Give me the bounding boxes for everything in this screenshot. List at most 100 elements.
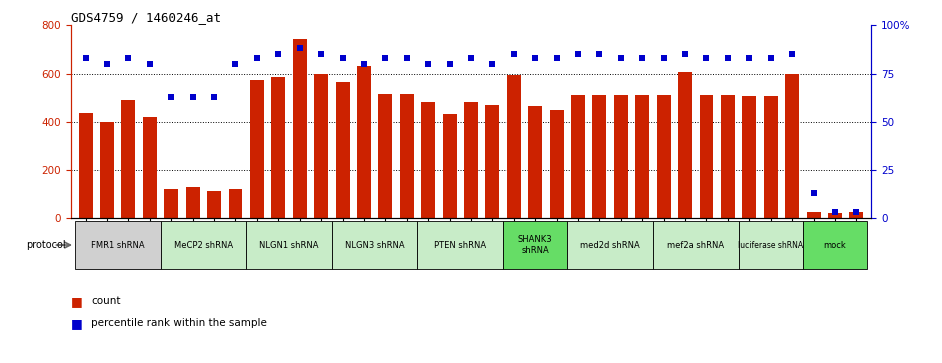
Text: MeCP2 shRNA: MeCP2 shRNA bbox=[174, 241, 233, 249]
Text: med2d shRNA: med2d shRNA bbox=[580, 241, 640, 249]
Point bbox=[571, 51, 586, 57]
Point bbox=[699, 55, 714, 61]
Point bbox=[206, 94, 221, 99]
Bar bbox=[186, 187, 200, 218]
Text: GDS4759 / 1460246_at: GDS4759 / 1460246_at bbox=[71, 11, 220, 24]
Bar bbox=[100, 122, 114, 218]
Point bbox=[763, 55, 778, 61]
Bar bbox=[122, 100, 136, 218]
Point bbox=[592, 51, 607, 57]
Text: protocol: protocol bbox=[26, 240, 66, 250]
Text: count: count bbox=[91, 296, 121, 306]
Point bbox=[164, 94, 179, 99]
Bar bbox=[828, 213, 842, 218]
Point bbox=[270, 51, 285, 57]
Point bbox=[78, 55, 93, 61]
Point bbox=[741, 55, 756, 61]
Bar bbox=[160, 221, 246, 269]
Bar bbox=[357, 66, 371, 218]
Point bbox=[442, 61, 457, 67]
Bar bbox=[417, 221, 503, 269]
Point bbox=[356, 61, 371, 67]
Point bbox=[186, 94, 201, 99]
Bar bbox=[229, 189, 242, 218]
Bar bbox=[803, 221, 867, 269]
Bar bbox=[485, 105, 499, 218]
Point bbox=[228, 61, 243, 67]
Bar bbox=[315, 73, 328, 218]
Point bbox=[121, 55, 136, 61]
Point bbox=[827, 209, 842, 215]
Point bbox=[657, 55, 672, 61]
Bar bbox=[293, 38, 307, 218]
Bar bbox=[721, 95, 735, 218]
Point bbox=[721, 55, 736, 61]
Text: FMR1 shRNA: FMR1 shRNA bbox=[91, 241, 144, 249]
Bar bbox=[678, 72, 692, 218]
Bar bbox=[653, 221, 739, 269]
Text: NLGN3 shRNA: NLGN3 shRNA bbox=[345, 241, 404, 249]
Point bbox=[378, 55, 393, 61]
Point bbox=[613, 55, 628, 61]
Point bbox=[506, 51, 521, 57]
Bar bbox=[379, 94, 392, 218]
Text: NLGN1 shRNA: NLGN1 shRNA bbox=[259, 241, 318, 249]
Bar bbox=[507, 75, 521, 218]
Bar bbox=[207, 191, 221, 218]
Bar bbox=[79, 113, 92, 218]
Bar bbox=[571, 95, 585, 218]
Point bbox=[142, 61, 157, 67]
Point bbox=[635, 55, 650, 61]
Bar bbox=[614, 95, 627, 218]
Point bbox=[399, 55, 414, 61]
Bar bbox=[593, 95, 607, 218]
Point bbox=[785, 51, 800, 57]
Text: PTEN shRNA: PTEN shRNA bbox=[434, 241, 486, 249]
Bar bbox=[399, 94, 414, 218]
Point bbox=[250, 55, 265, 61]
Point bbox=[314, 51, 329, 57]
Bar bbox=[75, 221, 160, 269]
Bar bbox=[443, 114, 457, 218]
Bar bbox=[700, 95, 713, 218]
Point bbox=[463, 55, 479, 61]
Bar bbox=[764, 96, 778, 218]
Text: SHANK3
shRNA: SHANK3 shRNA bbox=[518, 235, 553, 255]
Bar bbox=[335, 82, 349, 218]
Bar bbox=[635, 95, 649, 218]
Bar bbox=[421, 102, 435, 218]
Text: mock: mock bbox=[823, 241, 846, 249]
Bar bbox=[567, 221, 653, 269]
Bar bbox=[739, 221, 803, 269]
Point bbox=[849, 209, 864, 215]
Point bbox=[335, 55, 350, 61]
Text: ■: ■ bbox=[71, 295, 82, 308]
Bar bbox=[164, 189, 178, 218]
Bar bbox=[332, 221, 417, 269]
Bar bbox=[550, 110, 563, 218]
Bar bbox=[850, 212, 863, 218]
Text: luciferase shRNA: luciferase shRNA bbox=[739, 241, 804, 249]
Point bbox=[485, 61, 500, 67]
Bar bbox=[250, 79, 264, 218]
Bar bbox=[657, 95, 671, 218]
Bar bbox=[503, 221, 567, 269]
Point bbox=[292, 46, 307, 52]
Point bbox=[528, 55, 543, 61]
Bar bbox=[806, 212, 820, 218]
Bar bbox=[143, 117, 156, 218]
Text: ■: ■ bbox=[71, 317, 82, 330]
Bar bbox=[528, 106, 543, 218]
Point bbox=[549, 55, 564, 61]
Text: percentile rank within the sample: percentile rank within the sample bbox=[91, 318, 268, 328]
Bar bbox=[246, 221, 332, 269]
Point bbox=[421, 61, 436, 67]
Bar bbox=[464, 102, 478, 218]
Bar bbox=[786, 73, 799, 218]
Point bbox=[806, 190, 821, 196]
Point bbox=[677, 51, 692, 57]
Bar bbox=[742, 96, 756, 218]
Text: mef2a shRNA: mef2a shRNA bbox=[667, 241, 724, 249]
Point bbox=[100, 61, 115, 67]
Bar bbox=[271, 77, 285, 218]
